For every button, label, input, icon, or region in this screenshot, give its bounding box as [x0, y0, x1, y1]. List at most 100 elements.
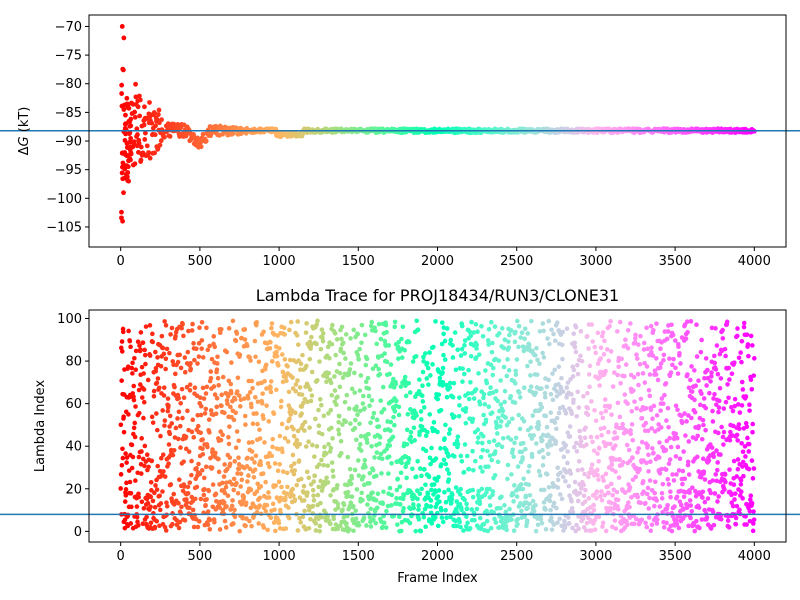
lambda-point	[463, 420, 469, 426]
lambda-point	[415, 458, 420, 464]
lambda-point	[285, 439, 291, 444]
lambda-point	[540, 321, 546, 326]
lambda-point	[362, 457, 368, 463]
lambda-point	[530, 413, 536, 418]
lambda-point	[666, 482, 672, 487]
lambda-point	[185, 408, 190, 414]
lambda-point	[485, 448, 490, 454]
lambda-point	[405, 411, 411, 417]
lambda-point	[583, 487, 588, 493]
lambda-point	[548, 442, 554, 448]
lambda-point	[384, 329, 389, 335]
lambda-point	[176, 409, 182, 415]
lambda-point	[128, 491, 134, 496]
lambda-point	[472, 517, 477, 523]
lambda-point	[490, 340, 495, 346]
lambda-point	[656, 422, 661, 427]
lambda-point	[646, 506, 652, 511]
lambda-point	[309, 334, 314, 340]
lambda-point	[712, 391, 717, 397]
lambda-point	[182, 484, 187, 489]
lambda-point	[139, 395, 145, 400]
lambda-point	[200, 437, 205, 442]
lambda-point	[405, 460, 411, 465]
lambda-point	[199, 467, 205, 473]
lambda-point	[203, 406, 209, 412]
lambda-point	[296, 358, 301, 363]
lambda-point	[477, 501, 483, 507]
lambda-point	[741, 473, 746, 479]
lambda-point	[703, 427, 708, 433]
delta-g-point	[132, 109, 138, 115]
lambda-point	[478, 465, 483, 470]
lambda-point	[607, 403, 613, 409]
lambda-point	[591, 507, 597, 513]
lambda-point	[596, 446, 602, 451]
lambda-point	[589, 462, 595, 467]
lambda-point	[401, 505, 406, 511]
lambda-point	[241, 396, 247, 401]
lambda-point	[750, 476, 756, 481]
lambda-point	[569, 392, 574, 397]
lambda-point	[527, 492, 533, 498]
lambda-point	[499, 444, 505, 450]
lambda-point	[664, 418, 669, 423]
lambda-point	[548, 391, 554, 397]
lambda-point	[310, 442, 315, 448]
lambda-point	[685, 459, 691, 465]
lambda-point	[642, 360, 647, 366]
lambda-point	[131, 397, 137, 403]
lambda-point	[345, 454, 351, 460]
lambda-point	[491, 365, 496, 371]
lambda-point	[468, 353, 474, 359]
lambda-point	[131, 383, 137, 389]
lambda-point	[360, 497, 365, 503]
lambda-point	[373, 520, 379, 526]
y-tick-label: 20	[65, 482, 82, 497]
lambda-point	[349, 476, 355, 481]
lambda-point	[376, 321, 382, 327]
lambda-point	[431, 344, 436, 350]
lambda-point	[673, 365, 678, 371]
lambda-point	[307, 387, 313, 392]
lambda-point	[184, 384, 190, 390]
lambda-point	[185, 491, 191, 496]
x-tick-label: 2000	[421, 254, 454, 269]
lambda-point	[506, 419, 512, 425]
lambda-point	[534, 345, 539, 351]
lambda-point	[404, 475, 409, 481]
lambda-point	[141, 387, 147, 392]
lambda-point	[513, 329, 518, 335]
lambda-point	[143, 361, 148, 367]
lambda-point	[227, 461, 233, 467]
lambda-point	[243, 523, 248, 529]
lambda-point	[164, 500, 169, 505]
lambda-point	[442, 436, 447, 441]
lambda-point	[747, 508, 753, 514]
lambda-point	[287, 327, 292, 333]
lambda-point	[247, 518, 252, 524]
lambda-point	[267, 345, 273, 351]
lambda-point	[560, 404, 566, 410]
lambda-point	[638, 500, 643, 506]
lambda-point	[249, 456, 255, 461]
lambda-point	[382, 338, 388, 344]
lambda-point	[442, 338, 448, 344]
lambda-point	[334, 402, 339, 408]
lambda-point	[578, 329, 584, 334]
lambda-point	[612, 518, 618, 523]
lambda-point	[258, 459, 263, 464]
lambda-point	[548, 507, 553, 513]
lambda-point	[359, 322, 365, 328]
lambda-point	[476, 352, 482, 357]
lambda-point	[685, 372, 690, 377]
lambda-point	[735, 466, 741, 472]
delta-g-point	[156, 107, 162, 113]
lambda-point	[692, 528, 698, 534]
x-tick-label: 0	[117, 254, 125, 269]
lambda-point	[661, 525, 667, 530]
lambda-point	[142, 443, 148, 449]
lambda-point	[567, 424, 573, 429]
lambda-point	[150, 420, 156, 425]
delta-g-point	[121, 163, 127, 169]
